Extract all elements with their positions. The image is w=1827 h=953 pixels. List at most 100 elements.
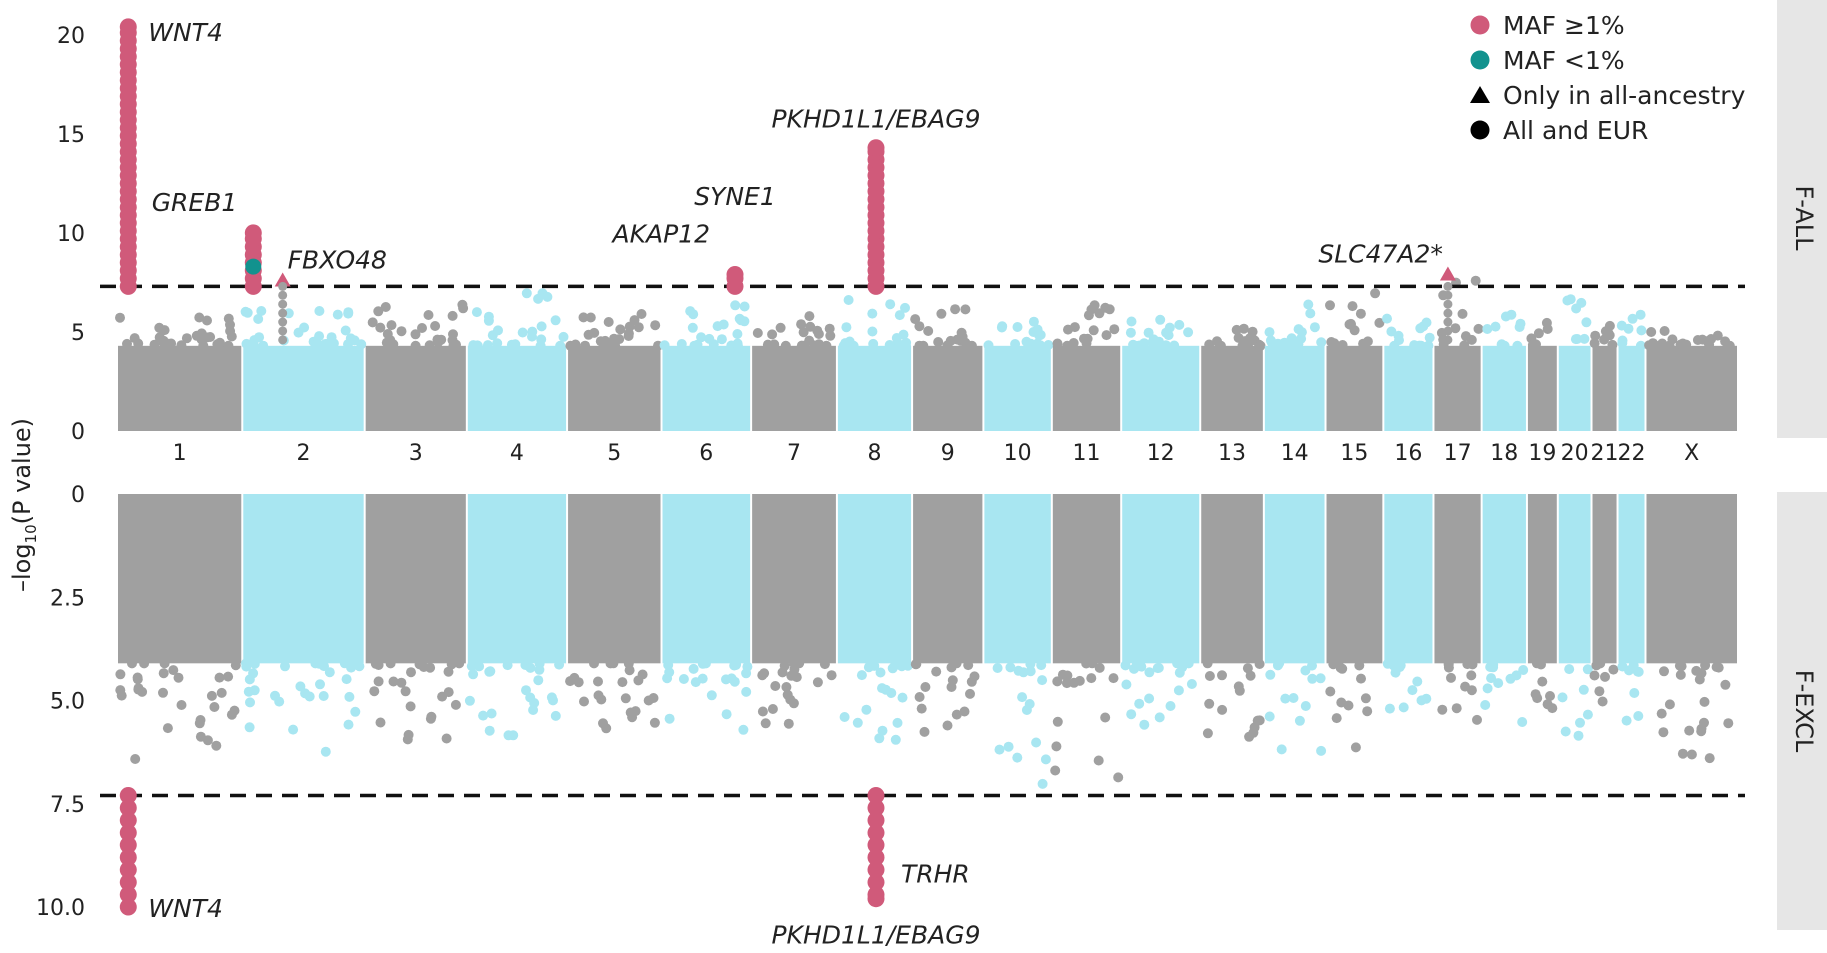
snp-point (730, 300, 741, 311)
chromosome-body (1592, 494, 1617, 664)
snp-point (798, 327, 809, 338)
significant-triangle (274, 272, 291, 287)
snp-point (775, 322, 786, 333)
snp-point (933, 337, 944, 347)
snp-point (821, 340, 832, 351)
snp-point (521, 288, 532, 299)
snp-point (1581, 317, 1592, 328)
chromosome-22-points (1616, 309, 1647, 431)
snp-point (1307, 673, 1318, 684)
snp-point (1238, 323, 1249, 334)
snp-point (1394, 335, 1404, 346)
snp-point (1560, 726, 1571, 737)
snp-point (959, 706, 970, 717)
snp-point (1415, 323, 1426, 334)
snp-point (1557, 692, 1568, 703)
chromosome-label: 22 (1618, 441, 1646, 466)
chromosome-13-points (1201, 323, 1266, 431)
snp-point (1362, 706, 1373, 717)
snp-point (1355, 308, 1366, 319)
snp-point (312, 339, 323, 350)
snp-point (960, 337, 971, 348)
snp-point (244, 674, 255, 685)
significant-peak-point (119, 898, 137, 916)
chromosome-9-points (910, 304, 983, 431)
snp-point (573, 677, 584, 688)
snp-point (712, 321, 723, 332)
snp-point (464, 695, 475, 706)
snp-point (1052, 676, 1063, 687)
snp-point (579, 696, 589, 707)
snp-point (1272, 660, 1283, 671)
snp-point (738, 724, 749, 735)
chromosome-8-points (837, 494, 913, 745)
snp-point (1305, 308, 1316, 319)
snp-point (1344, 319, 1355, 330)
snp-point (454, 658, 465, 669)
chromosome-label: 6 (699, 441, 713, 466)
snp-point (1696, 726, 1707, 737)
snp-point (1473, 323, 1484, 334)
snp-point (965, 688, 975, 699)
snp-point (1233, 332, 1244, 343)
snp-point (1279, 337, 1290, 348)
snp-point (1506, 309, 1517, 320)
snp-point (1702, 336, 1713, 347)
snp-point (969, 671, 980, 682)
snp-point (1028, 316, 1039, 327)
snp-point (877, 725, 888, 736)
y-tick-label: 20 (57, 24, 85, 49)
gene-label: TRHR (901, 860, 970, 889)
chromosome-label: 8 (868, 441, 882, 466)
significant-peak-point (244, 224, 262, 242)
snp-point (318, 691, 329, 701)
snp-point (919, 726, 930, 737)
snp-point (278, 308, 288, 318)
snp-point (1691, 665, 1702, 676)
chromosome-22-points (1617, 494, 1645, 726)
snp-point (1204, 671, 1215, 681)
snp-point (662, 673, 673, 684)
locus-pkhd1l1-ebag9: PKHD1L1/EBAG9 (771, 105, 981, 295)
snp-point (1421, 693, 1432, 704)
snp-point (288, 724, 299, 735)
snp-point (1684, 725, 1695, 736)
snp-point (223, 313, 234, 324)
snp-point (760, 718, 771, 729)
significant-point (119, 811, 137, 829)
snp-point (154, 332, 165, 343)
snp-point (216, 687, 227, 698)
chromosome-body (1201, 494, 1263, 664)
snp-point (1100, 712, 1111, 723)
snp-point (230, 660, 241, 671)
snp-point (741, 668, 752, 679)
chromosome-body (1264, 345, 1325, 431)
snp-point (1296, 333, 1307, 344)
chromosome-body (1434, 494, 1481, 664)
snp-point (533, 293, 544, 304)
snp-point (1061, 678, 1072, 689)
snp-point (340, 325, 351, 336)
y-tick-label: 7.5 (50, 793, 85, 818)
snp-point (168, 665, 179, 676)
snp-point (918, 340, 929, 351)
significant-peak-point (726, 266, 744, 283)
snp-point (1407, 685, 1418, 696)
snp-point (1517, 717, 1528, 727)
snp-point (1017, 692, 1028, 703)
snp-point (525, 692, 536, 703)
chromosome-18-points (1480, 494, 1529, 727)
snp-point (1286, 333, 1297, 344)
snp-point (1443, 299, 1453, 309)
snp-point (1164, 322, 1175, 333)
snp-point (1511, 670, 1522, 681)
chromosome-21-points (1589, 320, 1618, 431)
snp-point (779, 660, 790, 671)
snp-point (223, 340, 234, 351)
snp-point (595, 336, 606, 347)
gene-label: GREB1 (152, 188, 238, 217)
legend-marker (1470, 86, 1490, 103)
snp-point (405, 701, 416, 712)
chromosome-body (1326, 494, 1383, 664)
